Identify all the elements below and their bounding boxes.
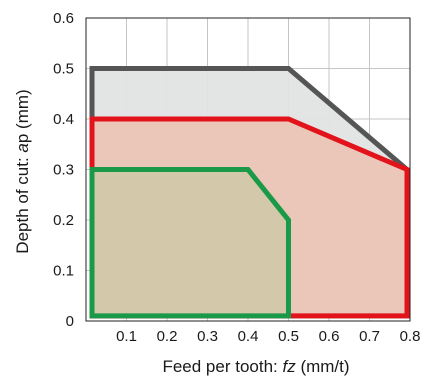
y-tick-label: 0.4 [53, 111, 74, 128]
x-tick-label: 0.8 [400, 328, 421, 345]
plot-frame [85, 17, 411, 322]
y-tick-label: 0.2 [53, 212, 74, 229]
y-tick-label: 0 [66, 313, 74, 330]
x-axis-title-suffix: (mm/t) [296, 357, 350, 376]
y-tick-labels: 0 0.1 0.2 0.3 0.4 0.5 0.6 [53, 10, 74, 330]
x-tick-label: 0.3 [197, 328, 218, 345]
series-layer [89, 66, 410, 319]
x-axis-title-symbol: fz [282, 357, 296, 376]
x-tick-labels: 0.1 0.2 0.3 0.4 0.5 0.6 0.7 0.8 [116, 328, 420, 345]
x-tick-label: 0.7 [359, 328, 380, 345]
x-tick-label: 0.2 [157, 328, 178, 345]
x-tick-label: 0.5 [278, 328, 299, 345]
x-tick-label: 0.1 [116, 328, 137, 345]
x-axis-title: Feed per tooth: fz (mm/t) [162, 357, 349, 376]
x-tick-label: 0.6 [319, 328, 340, 345]
y-axis-title-suffix: p (mm) [13, 89, 32, 143]
y-tick-label: 0.1 [53, 263, 74, 280]
y-axis-title-symbol: a [13, 143, 32, 152]
x-tick-label: 0.4 [238, 328, 259, 345]
y-tick-label: 0.3 [53, 162, 74, 179]
y-axis-title: Depth of cut: ap (mm) [13, 89, 32, 253]
x-axis-title-prefix: Feed per tooth: [162, 357, 282, 376]
green-region [89, 167, 291, 319]
y-tick-label: 0.6 [53, 10, 74, 27]
y-axis-title-prefix: Depth of cut: [13, 153, 32, 254]
y-tick-label: 0.5 [53, 61, 74, 78]
